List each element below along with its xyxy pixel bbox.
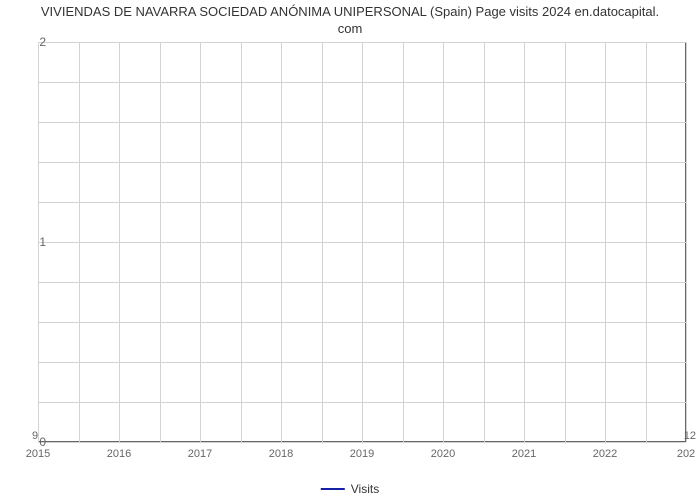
series-line	[38, 242, 686, 442]
x-tick-label: 2018	[269, 448, 293, 460]
plot-area	[38, 42, 686, 442]
title-line-2: com	[338, 21, 363, 36]
y-tick-label: 2	[39, 35, 46, 49]
x-tick-label: 2015	[26, 448, 50, 460]
legend-label: Visits	[351, 482, 379, 496]
y-tick-label: 0	[39, 435, 46, 449]
x-tick-label: 2022	[593, 448, 617, 460]
grid-v-major	[686, 42, 687, 442]
legend-line	[321, 488, 345, 490]
x-tick-label: 2020	[431, 448, 455, 460]
grid-h-major	[38, 442, 686, 443]
corner-right-label: 12	[684, 430, 696, 442]
x-tick-label: 2021	[512, 448, 536, 460]
y-tick-label: 1	[39, 235, 46, 249]
corner-left-label: 9	[32, 430, 38, 442]
chart-title: VIVIENDAS DE NAVARRA SOCIEDAD ANÓNIMA UN…	[0, 0, 700, 38]
x-tick-label: 2019	[350, 448, 374, 460]
x-tick-label: 2016	[107, 448, 131, 460]
legend: Visits	[321, 482, 379, 496]
visits-series	[38, 42, 686, 442]
chart-container: VIVIENDAS DE NAVARRA SOCIEDAD ANÓNIMA UN…	[0, 0, 700, 500]
x-tick-label: 2017	[188, 448, 212, 460]
x-tick-label: 202	[677, 448, 695, 460]
title-line-1: VIVIENDAS DE NAVARRA SOCIEDAD ANÓNIMA UN…	[41, 4, 659, 19]
